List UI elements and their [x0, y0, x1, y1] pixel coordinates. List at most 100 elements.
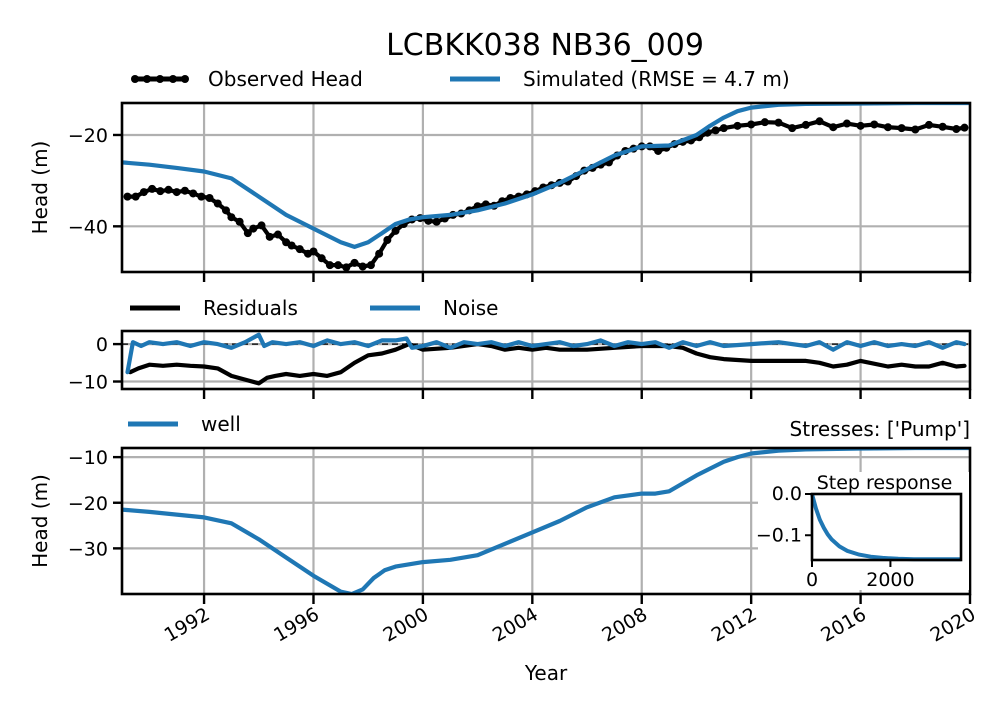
x-tick-label: 2004: [489, 603, 542, 646]
data-point: [243, 229, 252, 238]
plot-area: [125, 332, 967, 386]
data-point: [205, 194, 214, 203]
series-line: [122, 103, 970, 249]
x-tick-label: 2020: [927, 603, 980, 646]
y-tick-label: −10: [68, 372, 108, 394]
inset-y-tick-label: −0.1: [756, 524, 802, 546]
noise-legend-label: Noise: [443, 296, 498, 320]
x-tick-label: 2008: [598, 603, 651, 646]
x-tick-label: 1992: [161, 603, 214, 646]
data-point: [265, 232, 274, 241]
inset-background: [758, 472, 969, 590]
observed-head-legend-dot: [156, 75, 164, 83]
inset-y-tick-label: 0.0: [772, 483, 802, 505]
x-tick-label: 2000: [380, 603, 433, 646]
data-point: [391, 226, 400, 235]
data-point: [287, 241, 296, 250]
data-point: [227, 213, 236, 222]
data-point: [325, 261, 334, 270]
legend-residuals: Residuals Noise: [130, 296, 498, 320]
data-point: [883, 123, 892, 132]
data-point: [719, 124, 728, 133]
data-point: [760, 118, 769, 127]
panel-head: −20 −40 Head (m): [28, 101, 972, 282]
data-point: [711, 126, 720, 135]
data-point: [924, 120, 933, 129]
data-point: [383, 236, 392, 245]
observed-head-legend-dot: [131, 75, 139, 83]
inset-x-tick-label: 2000: [866, 569, 914, 591]
x-tick-label: 2012: [708, 603, 761, 646]
stresses-label: Stresses: ['Pump']: [790, 417, 970, 441]
data-point: [960, 123, 969, 132]
data-point: [342, 263, 351, 272]
inset-title: Step response: [817, 472, 953, 494]
y-axis-label: Head (m): [28, 474, 52, 568]
inset-x-tick-label: 0: [806, 569, 818, 591]
data-point: [148, 184, 157, 193]
data-point: [257, 221, 266, 230]
data-point: [309, 247, 318, 256]
data-point: [375, 249, 384, 258]
panel-residuals: 0 −10: [68, 329, 972, 399]
data-point: [856, 121, 865, 130]
data-point: [952, 125, 961, 134]
data-point: [139, 188, 148, 197]
inset-frame: [810, 492, 963, 562]
chart-panels: −20 −40 Head (m) Observed Head Simulated (RM…: [28, 67, 980, 685]
data-point: [774, 118, 783, 127]
data-point: [334, 261, 343, 270]
data-point: [189, 189, 198, 198]
data-point: [788, 124, 797, 133]
plot-area: [122, 448, 970, 594]
data-point: [870, 120, 879, 129]
axes-frame: [120, 101, 972, 274]
chart-title: LCBKK038 NB36_009: [386, 28, 704, 63]
data-point: [432, 217, 441, 226]
inset-step-response: Step response 0.0 −0.1 0 2000: [756, 472, 969, 591]
y-tick-label: −10: [68, 447, 108, 469]
data-point: [358, 262, 367, 271]
legend-head: Observed Head Simulated (RMSE = 4.7 m): [131, 67, 790, 91]
data-point: [131, 192, 140, 201]
data-point: [197, 192, 206, 201]
series-line: [128, 342, 967, 386]
data-point: [295, 245, 304, 254]
data-point: [842, 119, 851, 128]
y-tick-label: 0: [96, 334, 108, 356]
data-point: [273, 230, 282, 239]
data-point: [938, 122, 947, 131]
series-line: [122, 448, 970, 594]
well-legend-label: well: [201, 412, 241, 436]
data-point: [350, 258, 359, 267]
observed-head-legend-dot: [181, 75, 189, 83]
observed-head-legend-label: Observed Head: [208, 67, 363, 91]
series-line: [125, 332, 967, 375]
y-tick-label: −30: [68, 538, 108, 560]
data-point: [221, 206, 230, 215]
data-point: [911, 125, 920, 134]
data-point: [801, 120, 810, 129]
plot-area: [122, 103, 970, 272]
data-point: [235, 217, 244, 226]
data-point: [815, 117, 824, 126]
data-point: [747, 120, 756, 129]
y-tick-label: −20: [68, 493, 108, 515]
data-point: [366, 261, 375, 270]
data-point: [317, 254, 326, 263]
y-axis-label: Head (m): [28, 141, 52, 235]
data-point: [733, 121, 742, 130]
y-tick-label: −40: [68, 216, 108, 238]
data-point: [654, 146, 663, 155]
axes-frame: [120, 329, 972, 391]
legend-well: well Stresses: ['Pump']: [128, 412, 970, 441]
observed-head-legend-dot: [169, 75, 177, 83]
data-point: [180, 186, 189, 195]
x-tick-label: 2016: [817, 603, 870, 646]
axes-frame: [120, 446, 972, 596]
x-axis-label: Year: [524, 661, 568, 685]
y-tick-label: −20: [68, 125, 108, 147]
observed-head-legend-dot: [143, 75, 151, 83]
data-point: [213, 199, 222, 208]
